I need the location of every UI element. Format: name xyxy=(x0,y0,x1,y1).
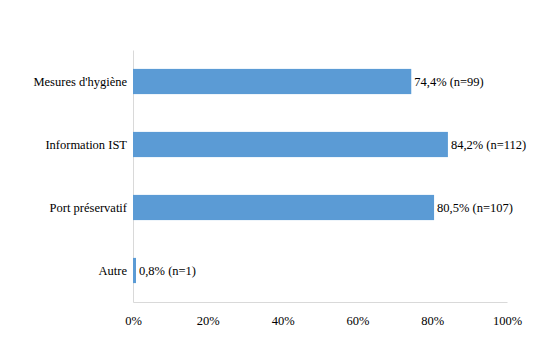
bar xyxy=(133,69,411,94)
x-tick: 0% xyxy=(125,302,142,328)
y-tick-label: Port préservatif xyxy=(50,201,128,215)
y-tick: Autre xyxy=(99,264,133,278)
bar xyxy=(133,132,448,157)
y-tick: Information IST xyxy=(45,138,133,152)
data-label: 80,5% (n=107) xyxy=(437,201,513,215)
x-tick: 60% xyxy=(346,302,369,328)
x-tick-label: 40% xyxy=(272,314,295,328)
data-labels: 74,4% (n=99) 84,2% (n=112) 80,5% (n=107) 0,… xyxy=(139,75,526,278)
data-label: 74,4% (n=99) xyxy=(414,75,484,89)
bar xyxy=(133,258,136,283)
x-tick: 80% xyxy=(421,302,444,328)
data-label: 84,2% (n=112) xyxy=(451,138,526,152)
chart: 0% 20% 40% 60% 80% 100% Mesures d'hygiène Infor… xyxy=(0,0,536,337)
x-tick-label: 0% xyxy=(125,314,142,328)
data-label: 0,8% (n=1) xyxy=(139,264,196,278)
y-axis: Mesures d'hygiène Information IST Port pré… xyxy=(33,51,133,303)
plot: 0% 20% 40% 60% 80% 100% Mesures d'hygiène Infor… xyxy=(33,51,526,328)
x-tick: 40% xyxy=(272,302,295,328)
x-tick: 100% xyxy=(493,302,522,328)
x-tick-label: 20% xyxy=(197,314,220,328)
x-axis: 0% 20% 40% 60% 80% 100% xyxy=(125,302,522,328)
y-tick: Port préservatif xyxy=(50,201,133,215)
x-tick-label: 60% xyxy=(346,314,369,328)
x-axis-line xyxy=(134,302,508,303)
x-tick-label: 100% xyxy=(493,314,522,328)
x-tick-label: 80% xyxy=(421,314,444,328)
bar xyxy=(133,195,434,220)
x-tick: 20% xyxy=(197,302,220,328)
y-tick: Mesures d'hygiène xyxy=(33,75,133,89)
y-tick-label: Autre xyxy=(99,264,128,278)
y-tick-label: Mesures d'hygiène xyxy=(33,75,127,89)
bars xyxy=(133,69,448,283)
y-tick-label: Information IST xyxy=(45,138,127,152)
